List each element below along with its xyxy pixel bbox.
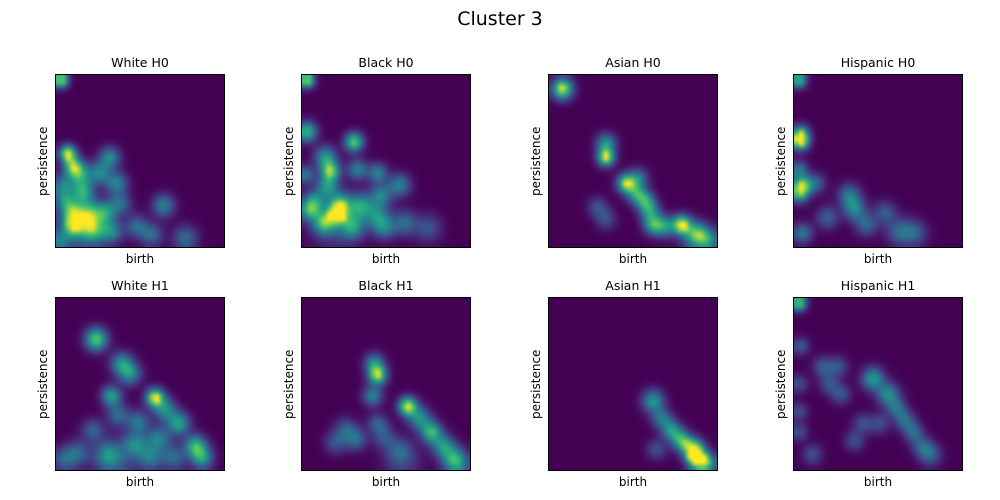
heatmap-black-h1: [301, 297, 471, 471]
x-axis-label: birth: [125, 252, 155, 266]
heatmap-white-h1: [55, 297, 225, 471]
y-axis-label: persistence: [282, 126, 296, 196]
heatmap-hispanic-h1: [793, 297, 963, 471]
subplot-title: Asian H1: [605, 278, 661, 293]
subplot-title: White H1: [111, 278, 169, 293]
x-axis-label: birth: [125, 475, 155, 489]
heatmap-black-h0: [301, 74, 471, 248]
subplot-title: Black H0: [358, 55, 414, 70]
y-axis-label: persistence: [529, 349, 543, 419]
subplot-asian-h0: Asian H0 persistence birth: [529, 55, 718, 266]
y-axis-label: persistence: [36, 349, 50, 419]
figure-title: Cluster 3: [457, 8, 543, 30]
x-axis-label: birth: [618, 475, 648, 489]
x-axis-label: birth: [371, 475, 401, 489]
subplot-black-h1: Black H1 persistence birth: [282, 278, 471, 489]
heatmap-asian-h1: [548, 297, 718, 471]
y-axis-label: persistence: [282, 349, 296, 419]
heatmap-hispanic-h0: [793, 74, 963, 248]
x-axis-label: birth: [863, 475, 893, 489]
heatmap-white-h0: [55, 74, 225, 248]
subplot-title: Black H1: [358, 278, 414, 293]
subplot-title: Asian H0: [605, 55, 661, 70]
subplot-white-h1: White H1 persistence birth: [36, 278, 225, 489]
x-axis-label: birth: [618, 252, 648, 266]
subplot-hispanic-h0: Hispanic H0 persistence birth: [774, 55, 963, 266]
y-axis-label: persistence: [36, 126, 50, 196]
y-axis-label: persistence: [774, 349, 788, 419]
subplot-hispanic-h1: Hispanic H1 persistence birth: [774, 278, 963, 489]
x-axis-label: birth: [863, 252, 893, 266]
subplot-title: Hispanic H0: [840, 55, 916, 70]
subplot-asian-h1: Asian H1 persistence birth: [529, 278, 718, 489]
heatmap-asian-h0: [548, 74, 718, 248]
y-axis-label: persistence: [774, 126, 788, 196]
subplot-white-h0: White H0 persistence birth: [36, 55, 225, 266]
x-axis-label: birth: [371, 252, 401, 266]
subplot-black-h0: Black H0 persistence birth: [282, 55, 471, 266]
y-axis-label: persistence: [529, 126, 543, 196]
subplot-title: Hispanic H1: [840, 278, 916, 293]
subplot-title: White H0: [111, 55, 169, 70]
